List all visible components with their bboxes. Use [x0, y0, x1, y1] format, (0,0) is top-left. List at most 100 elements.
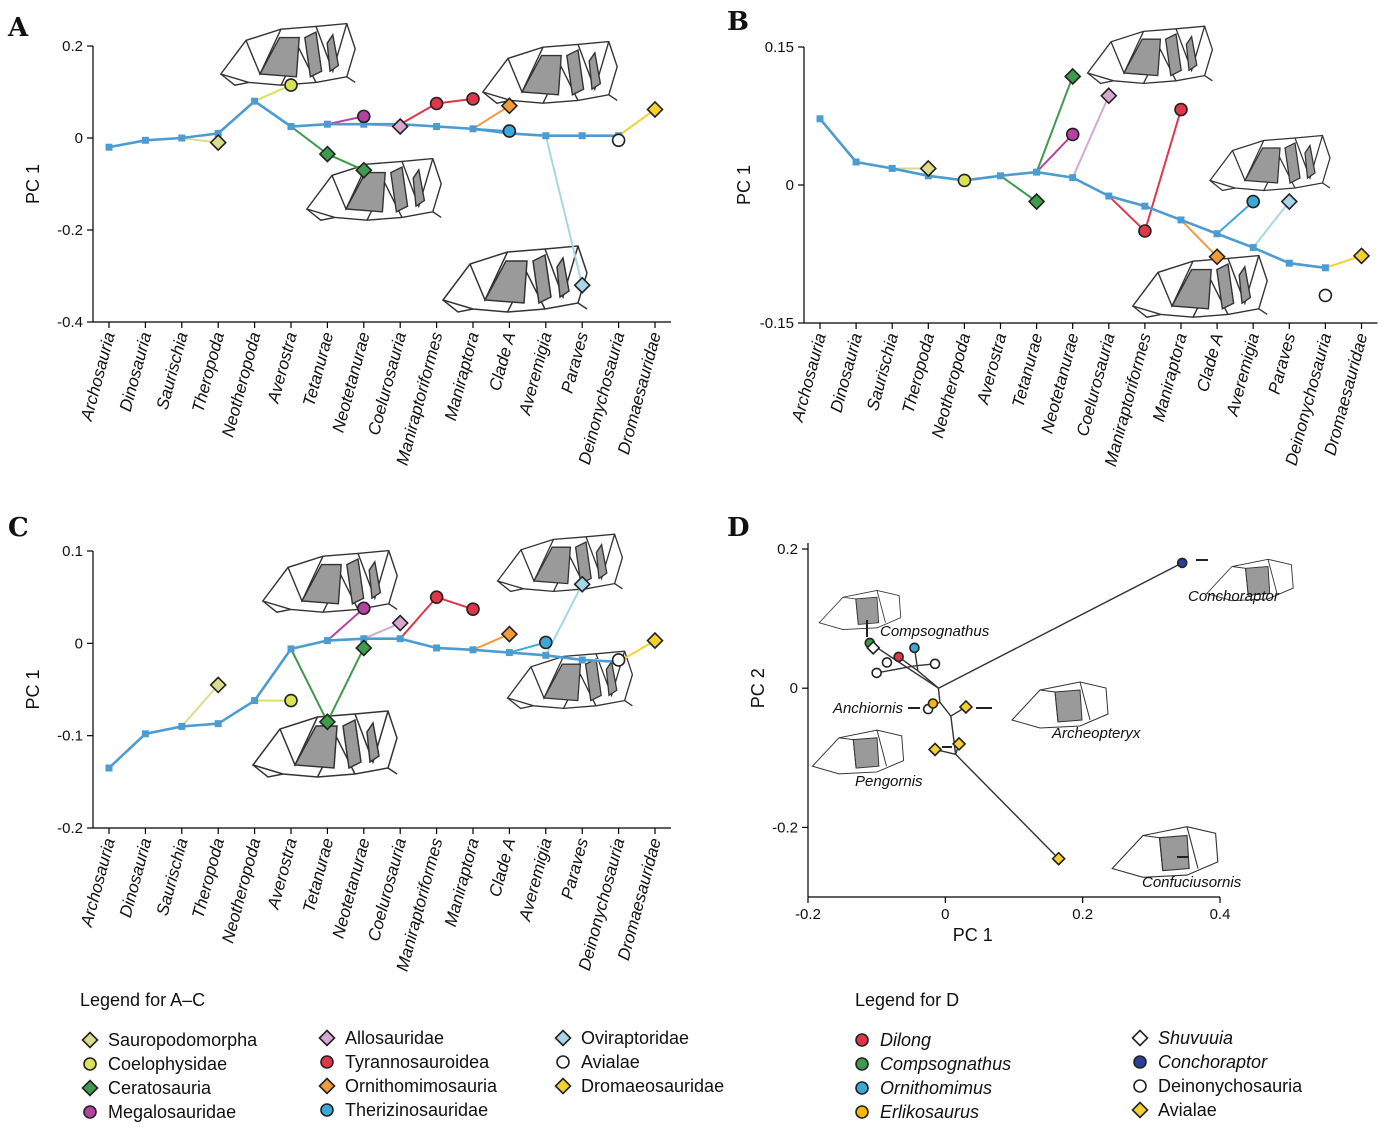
x-tick-label: Averemigia — [515, 330, 556, 418]
x-tick-label: Averemigia — [1223, 331, 1264, 419]
skull-illustration — [1111, 826, 1219, 878]
main-series-point — [1321, 264, 1329, 272]
legend-marker-allosauridae — [318, 1029, 336, 1047]
legend-label: Compsognathus — [880, 1054, 1011, 1074]
y-tick-label: 0 — [75, 130, 83, 147]
point-deinonychosauria — [881, 657, 893, 668]
legend-marker-sauropodomorpha — [81, 1031, 99, 1049]
branch-line-tyrannosauroidea — [399, 102, 438, 126]
marker-oviraptoridae — [573, 575, 591, 593]
marker-ceratosauria — [1027, 192, 1046, 211]
main-series-point — [469, 125, 477, 133]
legend-label: Avialae — [1158, 1100, 1217, 1120]
x-tick-label: Paraves — [558, 836, 593, 902]
panel-letter-a: A — [7, 13, 29, 43]
x-tick-label: Clade A — [485, 836, 519, 899]
branch-line-ceratosauria — [999, 174, 1038, 203]
panel-letter-b: B — [727, 7, 749, 37]
y-tick-label: -0.2 — [772, 819, 798, 836]
marker-megalosauridae — [356, 109, 371, 124]
x-tick-label: Tetanurae — [299, 330, 337, 408]
branch-line-tyrannosauroidea — [1108, 195, 1146, 232]
marker-avialae — [611, 653, 626, 667]
marker-sauropodomorpha — [209, 133, 227, 152]
chart-panel-a: 0.2 0 -0.2 -0.4ArchosauriaDinosauriaSaurisc… — [23, 22, 671, 467]
legend-title: Legend for A–C — [80, 990, 205, 1010]
x-tick-label: Paraves — [558, 330, 593, 396]
marker-oviraptoridae — [1280, 192, 1298, 211]
branch-line-allosauridae — [363, 622, 401, 640]
main-series-point — [1285, 259, 1293, 267]
panel-letter-c: C — [8, 513, 29, 543]
x-tick-label: Clade A — [1193, 331, 1227, 394]
main-series-point — [578, 656, 586, 664]
main-series-point — [214, 129, 222, 137]
marker-sauropodomorpha — [919, 159, 937, 178]
panel-letter-d: D — [727, 513, 750, 543]
tree-edge — [950, 715, 957, 755]
marker-dromaeosauridae — [646, 100, 664, 119]
legend-marker-ceratosauria — [81, 1079, 99, 1097]
chart-panel-d: -0.2 0 0.2 0.4 0.2 0 -0.2 PC 1 PC 2 Conchoraptor C… — [748, 541, 1294, 945]
tree-edge — [938, 562, 1183, 689]
point-conchoraptor — [1176, 557, 1188, 569]
x-tick-label: Dinosauria — [827, 331, 866, 414]
y-axis-title: PC 2 — [748, 668, 768, 708]
x-tick-label: Clade A — [485, 330, 519, 393]
x-tick-label: Tetanurae — [1008, 331, 1046, 409]
legend-legend-for-d: Legend for D Dilong Compsognathus Ornithomi… — [855, 990, 1303, 1122]
marker-therizinosauridae — [1246, 194, 1260, 209]
legend-label: Sauropodomorpha — [108, 1030, 258, 1050]
branch-line-megalosauridae — [1035, 133, 1074, 173]
point-ornithomimus — [909, 642, 920, 654]
chart-panel-b: 0.15 0 -0.15ArchosauriaDinosauriaSaurischi… — [734, 25, 1378, 468]
y-tick-label: -0.4 — [57, 314, 83, 331]
taxon-label-anchiornis: Anchiornis — [832, 700, 904, 717]
x-tick-label: Theropoda — [188, 836, 228, 920]
main-series-point — [505, 649, 513, 657]
tree-edge — [876, 665, 915, 674]
y-tick-label: 0 — [790, 680, 798, 697]
skull-illustration — [506, 650, 634, 710]
y-tick-label: -0.15 — [760, 315, 794, 332]
main-series-point — [287, 123, 295, 130]
branch-line-ornithomimosauria — [472, 104, 510, 130]
marker-dromaeosauridae — [646, 631, 664, 650]
y-axis-title: PC 1 — [23, 669, 43, 709]
marker-coelophysidae — [284, 78, 298, 92]
legend-marker-coelophysidae — [83, 1057, 97, 1071]
legend-marker-dilong — [855, 1033, 869, 1047]
marker-ceratosauria — [1064, 67, 1082, 86]
tree-edge — [869, 642, 939, 689]
x-tick-label: Maniraptora — [441, 836, 483, 929]
skull-illustration — [481, 40, 618, 104]
marker-sauropodomorpha — [209, 676, 227, 694]
legend-label: Therizinosauridae — [345, 1100, 488, 1120]
marker-ceratosauria — [318, 145, 337, 163]
taxon-label-pengornis: Pengornis — [855, 773, 923, 790]
main-series-point — [141, 136, 149, 144]
x-tick-label: Dinosauria — [116, 836, 155, 919]
main-series-point — [542, 132, 550, 140]
legend-label: Ornithomimus — [880, 1078, 992, 1098]
legend-label: Dromaeosauridae — [581, 1076, 724, 1096]
branch-line-ceratosauria — [326, 153, 365, 172]
skull-illustration — [496, 533, 624, 593]
skull-illustration — [1208, 134, 1331, 192]
legend-marker-shuvuuia — [1131, 1029, 1149, 1047]
y-tick-label: 0.2 — [777, 541, 798, 558]
branch-line-sauropodomorpha — [181, 684, 219, 728]
point-shuvuuia — [866, 640, 881, 655]
x-tick-label: Averostra — [264, 836, 301, 912]
branch-line-allosauridae — [1071, 95, 1110, 179]
marker-tyrannosauroidea — [429, 96, 444, 111]
branch-line-dromaeosauridae — [618, 108, 656, 137]
skull-illustration — [1086, 25, 1214, 85]
main-series-point — [141, 730, 149, 738]
marker-tyrannosauroidea — [466, 92, 480, 106]
skull-illustration — [1011, 681, 1109, 729]
marker-coelophysidae — [957, 173, 972, 188]
x-tick-label: Paraves — [1265, 331, 1300, 397]
main-series-point — [1213, 230, 1221, 238]
point-avialaed — [1051, 851, 1066, 866]
